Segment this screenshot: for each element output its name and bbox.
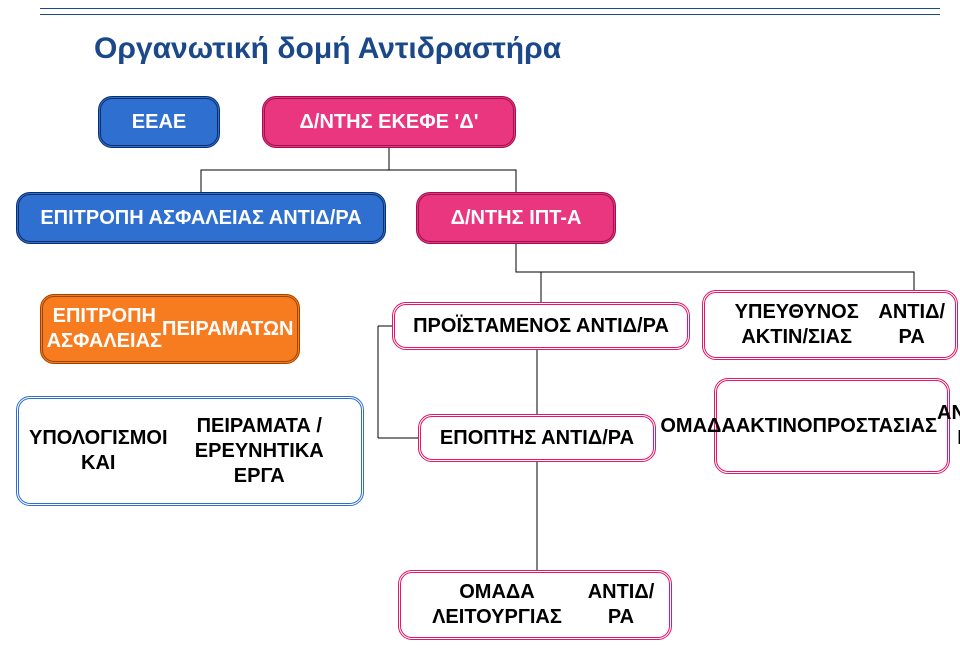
node-ypefth: ΥΠΕΥΘΥΝΟΣ ΑΚΤΙΝ/ΣΙΑΣΑΝΤΙΔ/ΡΑ: [702, 290, 958, 360]
node-label-line: ΠΕΙΡΑΜΑΤΑ / ΕΡΕΥΝΗΤΙΚΑ ΕΡΓΑ: [168, 414, 351, 489]
node-omada_leit: ΟΜΑΔΑ ΛΕΙΤΟΥΡΓΙΑΣΑΝΤΙΔ/ΡΑ: [398, 570, 672, 640]
node-label-line: ΑΚΤΙΝΟΠΡΟΣΤΑΣΙΑΣ: [736, 414, 937, 439]
header-rule-2: [40, 14, 940, 15]
header-rule-1: [40, 8, 940, 9]
node-ypolog: ΥΠΟΛΟΓΙΣΜΟΙ ΚΑΙΠΕΙΡΑΜΑΤΑ / ΕΡΕΥΝΗΤΙΚΑ ΕΡ…: [16, 396, 364, 506]
node-label-line: Δ/ΝΤΗΣ ΙΠΤ-Α: [451, 206, 582, 231]
node-label-line: ΑΝΤΙΔ/ΡΑ: [937, 401, 960, 451]
edge: [516, 244, 541, 302]
node-label-line: ΕΕΑΕ: [132, 110, 186, 135]
node-label-line: Δ/ΝΤΗΣ ΕΚΕΦΕ 'Δ': [300, 110, 479, 135]
node-epitr_asf_antidra: ΕΠΙΤΡΟΠΗ ΑΣΦΑΛΕΙΑΣ ΑΝΤΙΔ/ΡΑ: [16, 192, 386, 244]
node-label-line: ΑΝΤΙΔ/ΡΑ: [583, 580, 659, 630]
node-label-line: ΠΡΟΪΣΤΑΜΕΝΟΣ ΑΝΤΙΔ/ΡΑ: [413, 314, 669, 339]
node-label-line: ΥΠΟΛΟΓΙΣΜΟΙ ΚΑΙ: [29, 426, 168, 476]
node-epitr_asf_peir: ΕΠΙΤΡΟΠΗ ΑΣΦΑΛΕΙΑΣΠΕΙΡΑΜΑΤΩΝ: [40, 294, 300, 364]
node-label-line: ΟΜΑΔΑ: [660, 414, 735, 439]
node-dntis_ipta: Δ/ΝΤΗΣ ΙΠΤ-Α: [416, 192, 616, 244]
node-label-line: ΕΠΙΤΡΟΠΗ ΑΣΦΑΛΕΙΑΣ: [47, 304, 162, 354]
node-label-line: ΕΠΙΤΡΟΠΗ ΑΣΦΑΛΕΙΑΣ ΑΝΤΙΔ/ΡΑ: [40, 206, 361, 231]
edge: [201, 148, 389, 192]
node-eeae: ΕΕΑΕ: [98, 96, 220, 148]
node-label-line: ΕΠΟΠΤΗΣ ΑΝΤΙΔ/ΡΑ: [440, 426, 634, 451]
node-label-line: ΑΝΤΙΔ/ΡΑ: [878, 300, 945, 350]
node-label-line: ΠΕΙΡΑΜΑΤΩΝ: [162, 317, 293, 342]
node-omada_aktin: ΟΜΑΔΑΑΚΤΙΝΟΠΡΟΣΤΑΣΙΑΣΑΝΤΙΔ/ΡΑ: [714, 378, 950, 474]
node-epoptis: ΕΠΟΠΤΗΣ ΑΝΤΙΔ/ΡΑ: [418, 414, 656, 462]
node-proist: ΠΡΟΪΣΤΑΜΕΝΟΣ ΑΝΤΙΔ/ΡΑ: [392, 302, 690, 350]
node-label-line: ΟΜΑΔΑ ΛΕΙΤΟΥΡΓΙΑΣ: [411, 580, 583, 630]
page-title: Οργανωτική δομή Αντιδραστήρα: [94, 32, 561, 66]
edge: [389, 148, 516, 192]
node-dntis_ekefe: Δ/ΝΤΗΣ ΕΚΕΦΕ 'Δ': [262, 96, 516, 148]
node-label-line: ΥΠΕΥΘΥΝΟΣ ΑΚΤΙΝ/ΣΙΑΣ: [715, 300, 878, 350]
